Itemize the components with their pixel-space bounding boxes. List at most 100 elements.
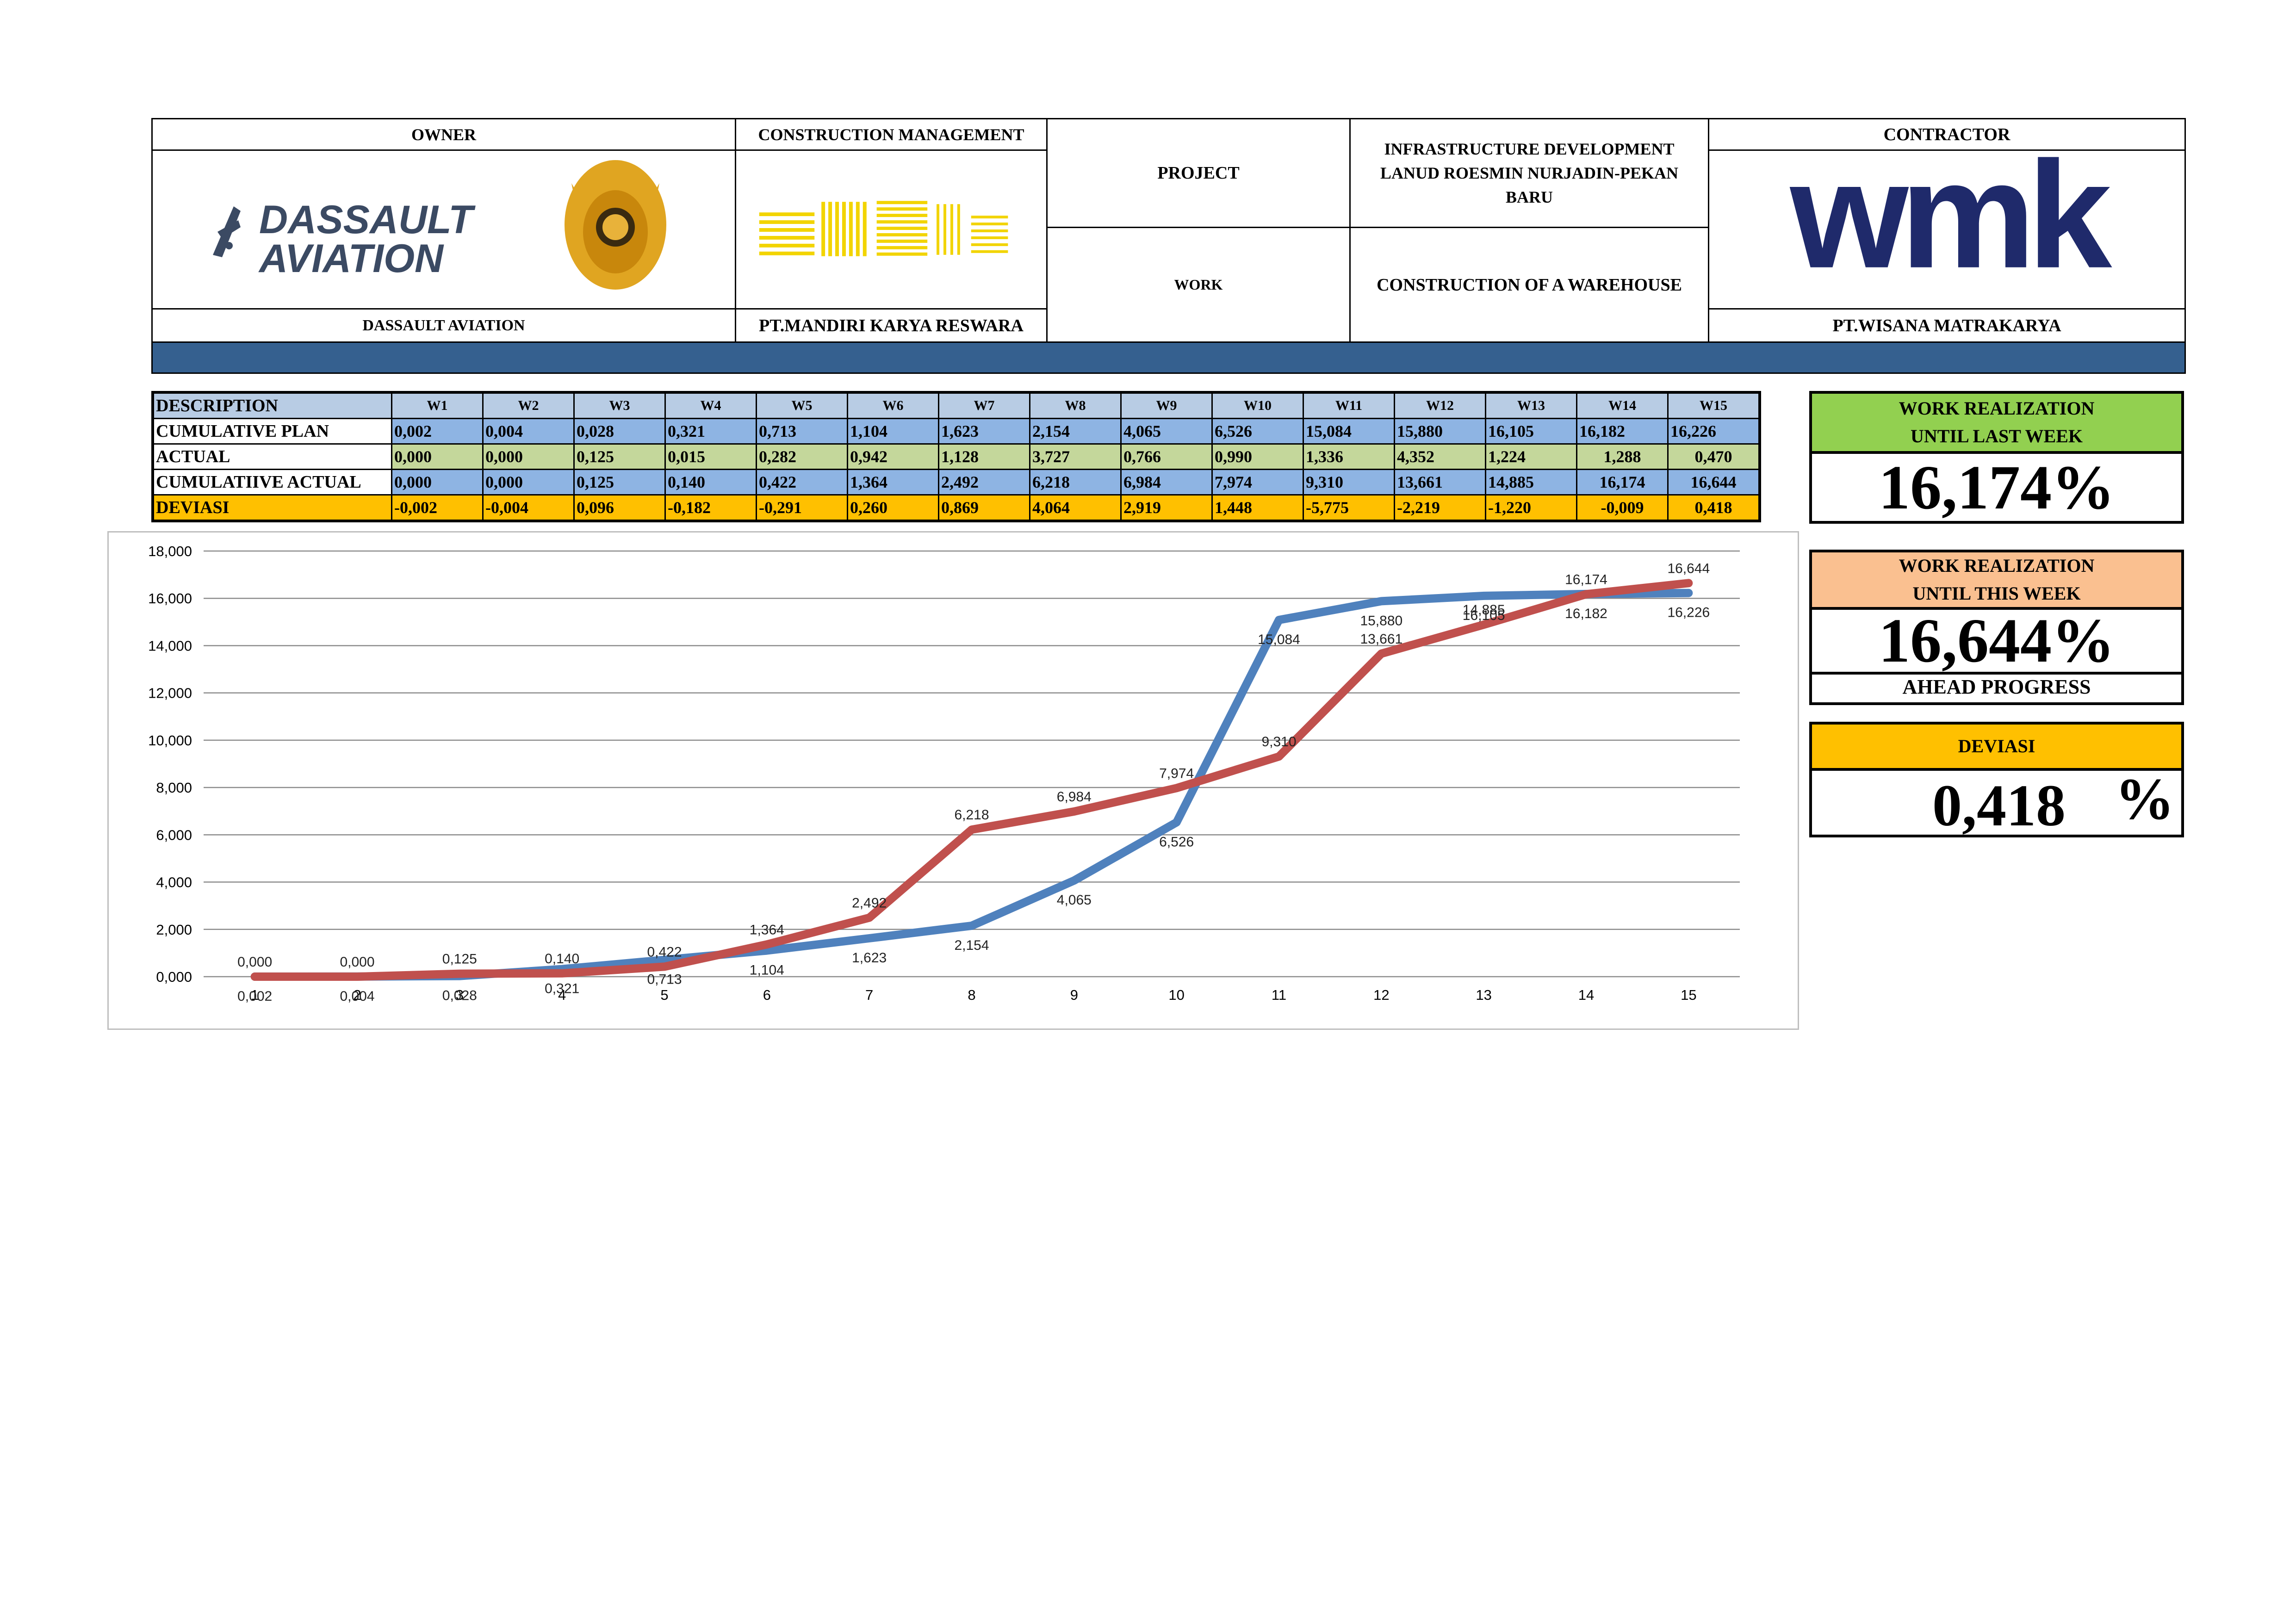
table-cell: 0,470 <box>1667 443 1761 470</box>
x-tick-label: 6 <box>763 987 771 1003</box>
x-tick-label: 14 <box>1578 987 1594 1003</box>
series-2-point <box>664 966 665 967</box>
table-row: ACTUAL 0,000 0,000 0,125 0,015 0,282 0,9… <box>152 443 1761 470</box>
x-axis-ticks: 1 2 3 4 5 6 7 8 9 10 11 12 13 14 15 <box>251 987 1697 1003</box>
table-cell: 1,128 <box>938 443 1030 470</box>
table-cell: 2,919 <box>1120 494 1213 522</box>
table-cell: -1,220 <box>1485 494 1577 522</box>
week-header: W8 <box>1029 391 1122 419</box>
y-tick-label: 8,000 <box>156 780 192 796</box>
deviasi-header: DEVIASI <box>1812 725 2181 771</box>
owner-logo-text-1: DASSAULT <box>259 198 476 242</box>
chart-svg: 0,0002,0004,0006,0008,00010,00012,00014,… <box>148 543 1740 1004</box>
series-2-point <box>1586 594 1587 595</box>
series-1-data-label: 6,526 <box>1159 834 1194 849</box>
series-2-point <box>561 973 563 974</box>
air-force-emblem-icon <box>565 160 666 290</box>
deviasi-panel: DEVIASI 0,418 % <box>1809 722 2184 838</box>
table-cell: 0,000 <box>391 469 484 496</box>
week-header: W3 <box>573 391 666 419</box>
week-header: W6 <box>847 391 939 419</box>
owner-logo-area: DASSAULT AVIATION <box>153 151 735 308</box>
series-2-data-label: 0,125 <box>442 952 477 967</box>
series-1-point <box>869 938 870 939</box>
table-cell: 7,974 <box>1211 469 1304 496</box>
series-1-data-label: 16,226 <box>1667 605 1710 620</box>
table-cell: 1,364 <box>847 469 939 496</box>
series-1-data-label: 15,084 <box>1258 632 1300 647</box>
series-1-data-label: 15,880 <box>1360 613 1402 628</box>
table-cell: 2,492 <box>938 469 1030 496</box>
row-label: CUMULATIVE PLAN <box>152 418 392 445</box>
table-cell: 0,260 <box>847 494 939 522</box>
table-cell: 16,182 <box>1576 418 1669 445</box>
table-cell: -5,775 <box>1303 494 1395 522</box>
table-cell: 0,096 <box>573 494 666 522</box>
series-2-point <box>869 917 870 918</box>
table-cell: -0,002 <box>391 494 484 522</box>
table-cell: 14,885 <box>1485 469 1577 496</box>
series-2-point <box>459 973 460 974</box>
project-value: INFRASTRUCTURE DEVELOPMENT LANUD ROESMIN… <box>1349 119 1708 227</box>
table-cell: 0,713 <box>756 418 848 445</box>
week-header: W5 <box>756 391 848 419</box>
table-cell: 0,004 <box>482 418 575 445</box>
contractor-logo-text: wmk <box>1788 151 2113 300</box>
series-2-data-label: 0,000 <box>340 954 374 970</box>
owner-name: DASSAULT AVIATION <box>153 308 735 341</box>
table-cell: 0,418 <box>1667 494 1761 522</box>
series-1-data-label: 0,713 <box>647 972 682 987</box>
table-cell: 2,154 <box>1029 418 1122 445</box>
contractor-title: CONTRACTOR <box>1708 119 2184 151</box>
y-tick-label: 10,000 <box>148 732 192 749</box>
series-2-data-label: 6,218 <box>954 807 989 823</box>
series-1-point <box>1176 822 1177 823</box>
x-tick-label: 7 <box>865 987 873 1003</box>
chart-data-labels: 0,002 0,004 0,028 0,321 0,713 1,104 1,623 2,154… <box>237 561 1710 1004</box>
this-week-panel: WORK REALIZATION UNTIL THIS WEEK 16,644%… <box>1809 550 2184 705</box>
series-1-data-label: 2,154 <box>954 938 989 953</box>
deviasi-unit: % <box>2115 766 2174 832</box>
table-cell: 0,942 <box>847 443 939 470</box>
series-1-point <box>971 925 972 926</box>
y-tick-label: 12,000 <box>148 685 192 701</box>
work-label: WORK <box>1046 227 1349 341</box>
contractor-name: PT.WISANA MATRAKARYA <box>1708 308 2184 341</box>
wmk-logo: wmk <box>1788 151 2122 300</box>
series-2-data-label: 14,885 <box>1463 602 1505 618</box>
x-tick-label: 15 <box>1681 987 1696 1003</box>
y-tick-label: 14,000 <box>148 638 192 654</box>
table-cell: 0,028 <box>573 418 666 445</box>
x-tick-label: 11 <box>1272 987 1286 1003</box>
table-cell: 1,336 <box>1303 443 1395 470</box>
progress-table: DESCRIPTION W1 W2 W3 W4 W5 W6 W7 W8 W9 W… <box>151 391 1761 522</box>
series-1-data-label: 0,002 <box>237 989 272 1004</box>
series-2-point <box>357 976 358 977</box>
this-week-title-2: UNTIL THIS WEEK <box>1912 583 2081 604</box>
series-1-data-label: 0,028 <box>442 988 477 1004</box>
deviasi-value: 0,418 <box>1932 773 2066 838</box>
description-header: DESCRIPTION <box>152 391 392 419</box>
series-2-data-label: 2,492 <box>852 896 887 911</box>
table-cell: 16,644 <box>1667 469 1761 496</box>
table-cell: 1,448 <box>1211 494 1304 522</box>
table-cell: -0,004 <box>482 494 575 522</box>
week-header: W1 <box>391 391 484 419</box>
series-2-point <box>1483 624 1484 626</box>
series-2-data-label: 0,000 <box>237 954 272 970</box>
x-tick-label: 1 <box>251 987 259 1003</box>
table-cell: 0,125 <box>573 443 666 470</box>
last-week-title-1: WORK REALIZATION <box>1899 398 2095 419</box>
table-cell: -2,219 <box>1394 494 1486 522</box>
y-axis-ticks: 0,000 2,000 4,000 6,000 8,000 10,000 12,000 14,… <box>148 543 192 985</box>
progress-chart: 0,000 2,000 4,000 6,000 8,000 10,000 12,000 14,… <box>107 531 1799 1030</box>
series-2-data-label: 0,140 <box>545 951 579 966</box>
chart-lines <box>250 579 1693 981</box>
week-header: W12 <box>1394 391 1486 419</box>
table-cell: 0,869 <box>938 494 1030 522</box>
table-cell: 0,015 <box>664 443 757 470</box>
table-cell: 4,352 <box>1394 443 1486 470</box>
y-tick-label: 6,000 <box>156 827 192 843</box>
week-header: W14 <box>1576 391 1669 419</box>
series-1-data-label: 0,004 <box>340 989 374 1004</box>
